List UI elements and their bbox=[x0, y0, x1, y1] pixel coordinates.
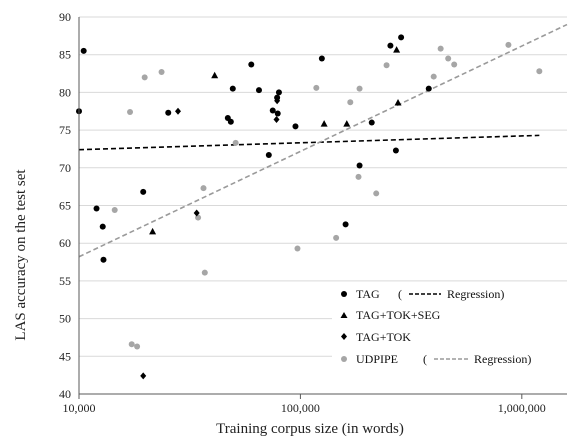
data-point bbox=[368, 119, 375, 126]
data-point bbox=[275, 89, 282, 96]
regression-lines bbox=[78, 23, 568, 258]
data-point bbox=[387, 42, 394, 49]
data-point bbox=[93, 205, 100, 212]
y-tick-label: 85 bbox=[59, 48, 71, 62]
data-point bbox=[273, 116, 280, 124]
data-point bbox=[134, 343, 141, 350]
data-point bbox=[127, 109, 134, 116]
data-point bbox=[318, 55, 325, 62]
regression-line-tag bbox=[78, 134, 540, 151]
data-point bbox=[227, 118, 234, 125]
legend-label: TAG+TOK bbox=[356, 330, 411, 344]
data-point bbox=[320, 120, 328, 127]
data-point bbox=[342, 221, 349, 228]
data-point bbox=[80, 47, 87, 54]
data-point bbox=[265, 151, 272, 158]
legend-marker-circle bbox=[341, 291, 347, 297]
legend-paren: ( bbox=[423, 352, 427, 366]
legend-entry-tag: TAG ( Regression) bbox=[341, 287, 504, 301]
data-point bbox=[232, 139, 239, 146]
data-point bbox=[128, 341, 135, 348]
data-point bbox=[140, 372, 147, 380]
y-tick-label: 55 bbox=[59, 274, 71, 288]
legend-marker-diamond bbox=[341, 333, 347, 340]
y-tick-label: 50 bbox=[59, 312, 71, 326]
axes: 40 45 50 55 60 65 70 75 80 85 90 10,000 100,000 1,000… bbox=[59, 10, 567, 415]
legend-background bbox=[332, 283, 570, 373]
x-tick-label: 10,000 bbox=[63, 401, 96, 415]
data-point bbox=[536, 68, 543, 75]
data-point bbox=[347, 99, 354, 106]
legend-paren: ( bbox=[398, 287, 402, 301]
legend-marker-circle-gray bbox=[341, 356, 347, 362]
data-point bbox=[394, 98, 402, 106]
legend-label: UDPIPE bbox=[356, 352, 398, 366]
data-points bbox=[76, 34, 543, 380]
legend-regression-label: Regression) bbox=[447, 287, 504, 301]
data-point bbox=[294, 245, 301, 252]
data-point bbox=[248, 61, 255, 68]
data-point bbox=[274, 110, 281, 117]
data-point bbox=[165, 109, 172, 116]
legend: TAG ( Regression) TAG+TOK+SEG TAG+TOK UD… bbox=[332, 283, 570, 373]
data-point bbox=[158, 69, 165, 76]
data-point bbox=[99, 223, 106, 230]
data-point bbox=[430, 73, 437, 80]
data-point bbox=[229, 85, 236, 92]
data-point bbox=[355, 173, 362, 180]
data-point bbox=[211, 71, 219, 79]
data-point bbox=[175, 107, 182, 115]
y-tick-label: 90 bbox=[59, 10, 71, 24]
data-point bbox=[505, 41, 512, 48]
y-tick-label: 80 bbox=[59, 85, 71, 99]
data-point bbox=[149, 227, 157, 235]
data-point bbox=[140, 188, 147, 195]
y-tick-label: 75 bbox=[59, 123, 71, 137]
grid-lines bbox=[79, 16, 567, 395]
x-tick-label: 100,000 bbox=[281, 401, 320, 415]
data-point bbox=[425, 85, 432, 92]
data-point bbox=[111, 207, 118, 214]
data-point bbox=[445, 55, 452, 62]
data-point bbox=[398, 34, 405, 41]
data-point bbox=[193, 209, 200, 217]
legend-regression-label: Regression) bbox=[474, 352, 531, 366]
data-point bbox=[392, 147, 399, 154]
data-point bbox=[255, 87, 262, 94]
data-point bbox=[356, 85, 363, 92]
data-point bbox=[383, 62, 390, 69]
data-point bbox=[269, 107, 276, 114]
legend-label: TAG bbox=[356, 287, 380, 301]
x-axis-title: Training corpus size (in words) bbox=[216, 421, 404, 437]
legend-marker-triangle bbox=[340, 312, 348, 318]
data-point bbox=[292, 123, 299, 130]
regression-line-udpipe bbox=[78, 23, 568, 258]
y-axis-title: LAS accuracy on the test set bbox=[13, 169, 29, 341]
data-point bbox=[393, 46, 401, 53]
y-tick-label: 65 bbox=[59, 199, 71, 213]
y-tick-label: 70 bbox=[59, 161, 71, 175]
legend-entry-udpipe: UDPIPE ( Regression) bbox=[341, 352, 531, 366]
data-point bbox=[451, 61, 458, 68]
y-tick-label: 60 bbox=[59, 236, 71, 250]
data-point bbox=[313, 84, 320, 91]
legend-entry-tag-tok: TAG+TOK bbox=[341, 330, 411, 344]
data-point bbox=[100, 256, 107, 263]
legend-label: TAG+TOK+SEG bbox=[356, 308, 441, 322]
data-point bbox=[343, 120, 351, 127]
legend-entry-tag-tok-seg: TAG+TOK+SEG bbox=[340, 308, 441, 322]
x-tick-label: 1,000,000 bbox=[498, 401, 546, 415]
data-point bbox=[333, 234, 340, 241]
y-tick-label: 45 bbox=[59, 349, 71, 363]
data-point bbox=[437, 45, 444, 52]
data-point bbox=[141, 74, 148, 81]
data-point bbox=[356, 162, 363, 169]
data-point bbox=[373, 190, 380, 197]
data-point bbox=[201, 269, 208, 276]
y-tick-label: 40 bbox=[59, 387, 71, 401]
data-point bbox=[274, 97, 281, 105]
data-point bbox=[200, 185, 207, 192]
